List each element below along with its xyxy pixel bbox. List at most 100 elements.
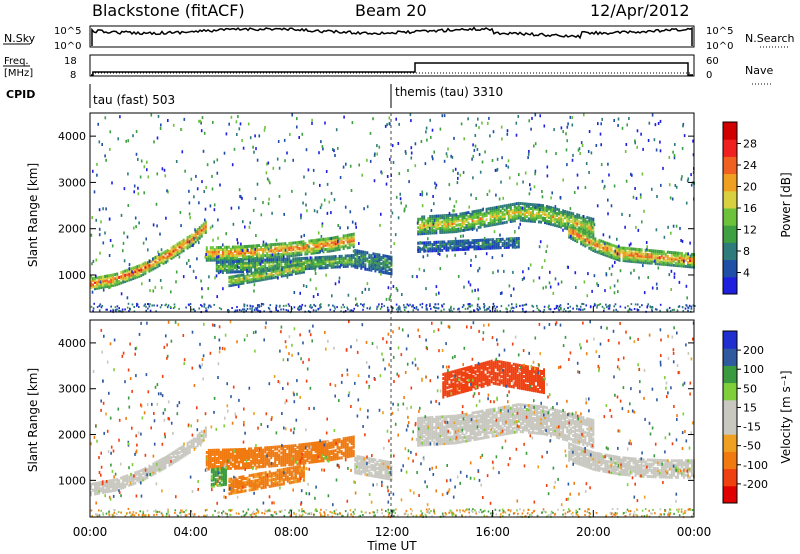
scatter-cell — [554, 207, 557, 211]
scatter-cell — [497, 207, 500, 211]
scatter-cell — [451, 217, 454, 221]
nsky-label: N.Sky — [4, 32, 36, 45]
scatter-cell — [548, 205, 550, 209]
scatter-cell — [606, 254, 609, 258]
scatter-cell — [588, 220, 591, 224]
scatter-cell — [248, 466, 250, 470]
noise-cell — [420, 140, 423, 143]
scatter-cell — [437, 222, 440, 226]
noise-cell — [366, 282, 369, 286]
scatter-cell — [501, 221, 504, 225]
scatter-cell — [260, 246, 263, 249]
scatter-cell — [282, 449, 285, 453]
scatter-cell — [282, 461, 285, 465]
scatter-cell — [296, 458, 299, 462]
scatter-cell — [640, 256, 643, 260]
scatter-cell — [576, 229, 579, 233]
scatter-cell — [128, 483, 131, 487]
scatter-cell — [272, 260, 275, 264]
noise-cell — [558, 305, 561, 308]
scatter-cell — [118, 481, 121, 485]
scatter-cell — [471, 241, 474, 245]
scatter-cell — [368, 253, 371, 257]
scatter-cell — [600, 252, 603, 256]
scatter-cell — [211, 463, 214, 467]
noise-cell — [598, 303, 600, 306]
scatter-cell — [282, 459, 285, 463]
scatter-cell — [517, 245, 520, 249]
scatter-cell — [554, 221, 557, 225]
scatter-cell — [330, 240, 333, 244]
scatter-cell — [332, 246, 335, 250]
scatter-cell — [284, 453, 287, 457]
scatter-cell — [219, 245, 222, 249]
noise-cell — [553, 307, 556, 310]
scatter-cell — [378, 268, 381, 272]
scatter-cell — [126, 273, 129, 276]
noise-cell — [382, 267, 384, 271]
scatter-cell — [254, 449, 257, 453]
scatter-cell — [457, 248, 460, 252]
scatter-cell — [588, 231, 591, 235]
noise-cell — [450, 307, 452, 309]
noise-cell — [410, 151, 413, 155]
scatter-cell — [190, 439, 193, 443]
scatter-cell — [419, 230, 422, 234]
noise-cell — [252, 208, 255, 212]
noise-cell — [322, 257, 324, 261]
scatter-cell — [146, 476, 149, 480]
noise-cell — [593, 274, 596, 278]
scatter-cell — [507, 218, 510, 222]
scatter-cell — [114, 478, 117, 482]
scatter-cell — [435, 245, 438, 248]
noise-cell — [219, 183, 221, 187]
scatter-cell — [612, 254, 615, 258]
scatter-cell — [213, 463, 216, 467]
scatter-cell — [467, 215, 470, 219]
scatter-cell — [272, 249, 275, 253]
scatter-cell — [342, 240, 345, 244]
scatter-cell — [274, 462, 277, 466]
scatter-cell — [172, 251, 175, 255]
noise-cell — [409, 113, 412, 117]
scatter-cell — [200, 224, 203, 228]
scatter-cell — [350, 258, 353, 262]
noise-cell — [185, 306, 187, 309]
noise-cell — [462, 304, 465, 307]
scatter-cell — [152, 263, 155, 267]
scatter-cell — [296, 450, 299, 453]
scatter-cell — [168, 254, 171, 258]
noise-cell — [287, 309, 289, 312]
scatter-cell — [204, 430, 207, 434]
scatter-cell — [576, 217, 579, 221]
scatter-cell — [352, 232, 355, 236]
scatter-cell — [493, 216, 496, 220]
scatter-cell — [158, 463, 161, 467]
noise-cell — [349, 210, 352, 214]
noise-cell — [96, 306, 99, 309]
scatter-cell — [150, 268, 153, 272]
noise-cell — [441, 114, 444, 118]
noise-cell — [503, 269, 505, 273]
scatter-cell — [421, 223, 424, 227]
scatter-cell — [268, 249, 271, 253]
scatter-cell — [576, 215, 579, 219]
scatter-cell — [316, 445, 319, 449]
scatter-cell — [112, 478, 115, 482]
noise-cell — [145, 305, 147, 308]
scatter-cell — [188, 444, 191, 448]
scatter-cell — [457, 223, 460, 227]
scatter-cell — [352, 241, 355, 244]
scatter-cell — [610, 243, 613, 247]
scatter-cell — [576, 227, 579, 231]
freq-tick-top: 18 — [64, 56, 77, 67]
scatter-cell — [98, 284, 101, 288]
scatter-cell — [453, 230, 456, 234]
scatter-cell — [292, 446, 295, 450]
noise-cell — [123, 259, 126, 263]
scatter-cell — [374, 252, 377, 256]
scatter-cell — [142, 476, 145, 480]
scatter-cell — [252, 244, 255, 248]
scatter-cell — [616, 253, 619, 257]
noise-cell — [101, 304, 104, 307]
